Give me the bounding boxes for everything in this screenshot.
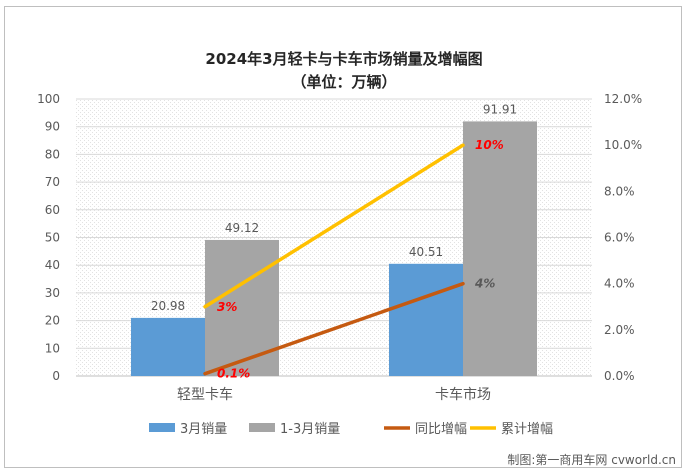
bar-value-label: 91.91 bbox=[483, 102, 517, 116]
legend-label: 同比增幅 bbox=[415, 422, 467, 437]
y-left-tick-label: 90 bbox=[45, 120, 60, 134]
y-left-tick-label: 0 bbox=[52, 369, 60, 383]
y-right-tick-label: 6.0% bbox=[604, 231, 635, 245]
watermark: 制图:第一商用车网 cvworld.cn bbox=[507, 453, 676, 467]
chart-title: 2024年3月轻卡与卡车市场销量及增幅图 bbox=[205, 50, 483, 68]
bar bbox=[463, 121, 537, 376]
growth-value-label: 3% bbox=[217, 300, 237, 314]
y-left-tick-label: 10 bbox=[45, 341, 60, 355]
growth-value-label: 10% bbox=[475, 138, 504, 152]
y-right-tick-label: 4.0% bbox=[604, 277, 635, 291]
y-left-tick-label: 40 bbox=[45, 258, 60, 272]
bar bbox=[389, 263, 463, 376]
bar-value-label: 40.51 bbox=[409, 245, 443, 259]
x-tick-label: 轻型卡车 bbox=[177, 386, 233, 403]
growth-value-label: 4% bbox=[474, 277, 495, 291]
x-tick-label: 卡车市场 bbox=[435, 386, 491, 403]
y-left-tick-label: 100 bbox=[37, 92, 60, 106]
bar-value-label: 49.12 bbox=[225, 221, 259, 235]
growth-value-label: 0.1% bbox=[217, 367, 250, 381]
y-right-tick-label: 8.0% bbox=[604, 184, 635, 198]
y-right-tick-label: 10.0% bbox=[604, 138, 642, 152]
y-left-tick-label: 30 bbox=[45, 286, 60, 300]
y-right-tick-label: 2.0% bbox=[604, 323, 635, 337]
legend-swatch bbox=[249, 423, 275, 432]
legend-label: 累计增幅 bbox=[501, 422, 553, 437]
y-right-tick-label: 12.0% bbox=[604, 92, 642, 106]
y-left-tick-label: 80 bbox=[45, 147, 60, 161]
y-left-tick-label: 60 bbox=[45, 203, 60, 217]
legend-swatch bbox=[149, 423, 175, 432]
y-left-tick-label: 20 bbox=[45, 314, 60, 328]
y-left-tick-label: 50 bbox=[45, 231, 60, 245]
legend-label: 1-3月销量 bbox=[280, 422, 340, 437]
y-left-tick-label: 70 bbox=[45, 175, 60, 189]
legend-label: 3月销量 bbox=[180, 422, 227, 437]
growth-line bbox=[203, 281, 465, 376]
growth-line bbox=[203, 143, 465, 309]
chart-subtitle: （单位：万辆） bbox=[291, 73, 397, 91]
bar-value-label: 20.98 bbox=[151, 299, 185, 313]
y-right-tick-label: 0.0% bbox=[604, 369, 635, 383]
bar bbox=[131, 317, 205, 376]
